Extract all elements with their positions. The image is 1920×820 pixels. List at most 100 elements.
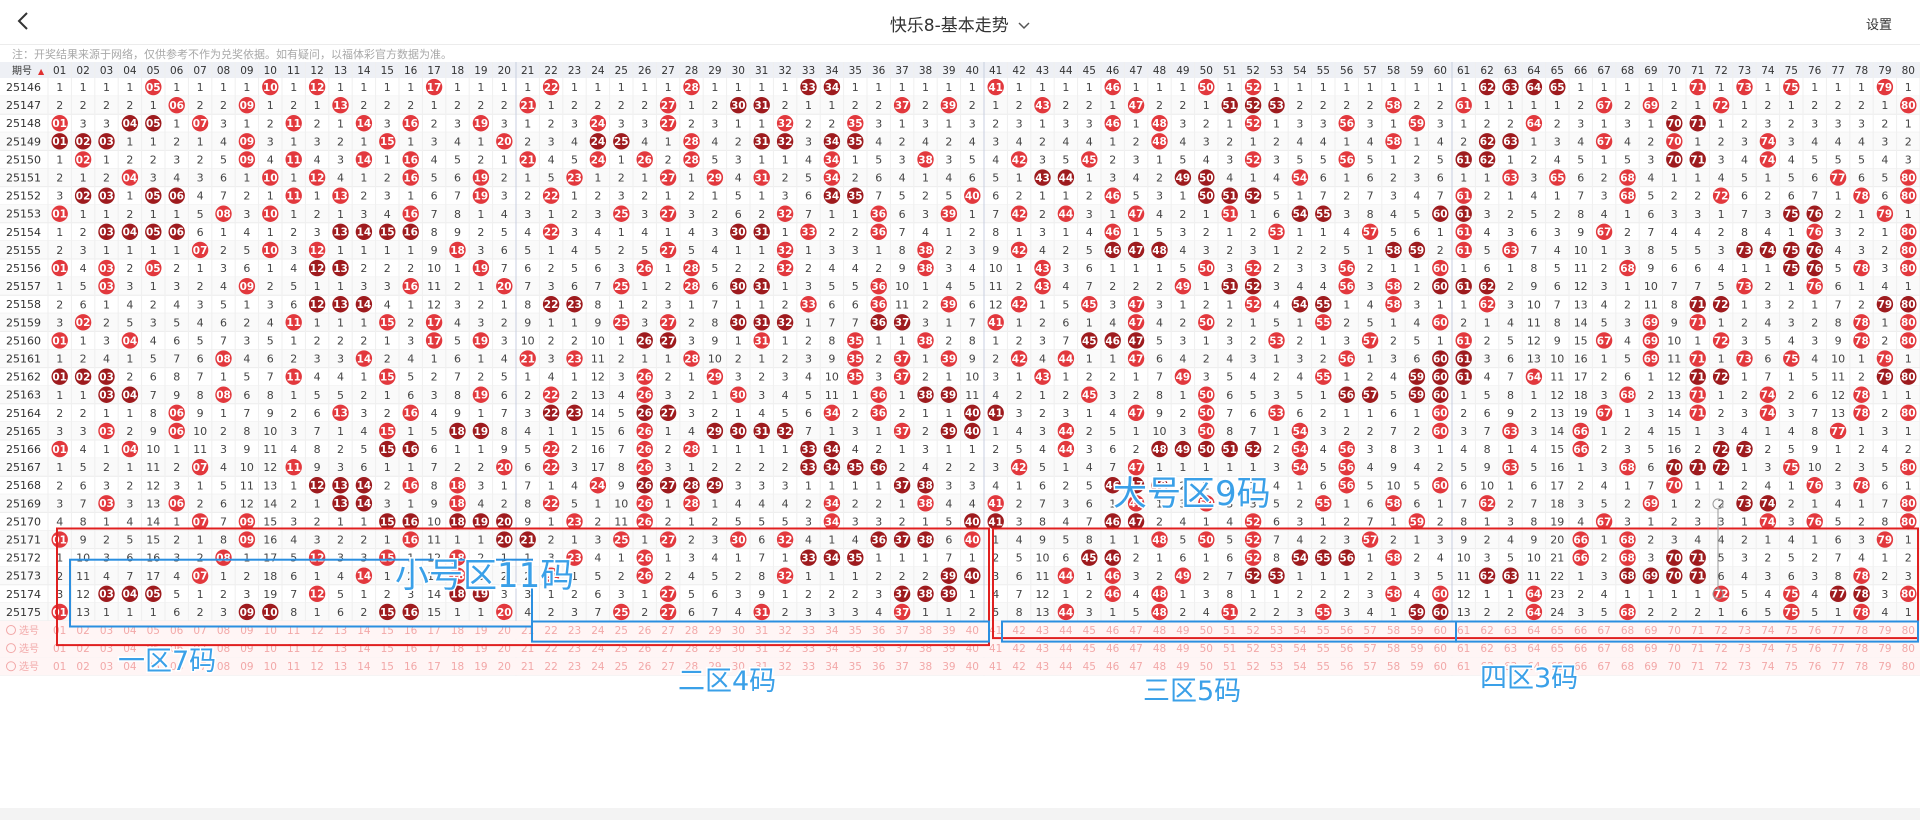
selection-cell[interactable]: 72 (1714, 643, 1727, 655)
selection-cell[interactable]: 71 (1691, 643, 1704, 655)
selection-cell[interactable]: 80 (1902, 643, 1915, 655)
selection-cell[interactable]: 57 (1363, 661, 1376, 673)
selection-cell[interactable]: 31 (755, 625, 768, 637)
selection-cell[interactable]: 73 (1738, 625, 1751, 637)
selection-cell[interactable]: 28 (685, 625, 698, 637)
selection-cell[interactable]: 71 (1691, 661, 1704, 673)
selection-cell[interactable]: 12 (310, 661, 323, 673)
selection-cell[interactable]: 27 (661, 661, 674, 673)
selection-cell[interactable]: 60 (1434, 625, 1447, 637)
selection-cell[interactable]: 13 (334, 661, 347, 673)
selection-cell[interactable]: 32 (778, 661, 791, 673)
selection-cell[interactable]: 39 (942, 661, 955, 673)
selection-cell[interactable]: 34 (825, 661, 839, 673)
selection-cell[interactable]: 74 (1761, 625, 1775, 637)
selection-cell[interactable]: 60 (1434, 661, 1447, 673)
selection-cell[interactable]: 52 (1246, 661, 1259, 673)
selection-cell[interactable]: 54 (1293, 643, 1307, 655)
selection-cell[interactable]: 69 (1644, 661, 1657, 673)
selection-cell[interactable]: 44 (1059, 625, 1073, 637)
selection-cell[interactable]: 78 (1855, 661, 1868, 673)
selection-cell[interactable]: 63 (1504, 643, 1517, 655)
selection-cell[interactable]: 76 (1808, 661, 1822, 673)
selection-cell[interactable]: 60 (1434, 643, 1447, 655)
selection-cell[interactable]: 41 (989, 661, 1002, 673)
back-arrow-icon[interactable] (12, 9, 36, 33)
selection-cell[interactable]: 46 (1106, 643, 1120, 655)
selection-cell[interactable]: 22 (544, 661, 557, 673)
selection-cell[interactable]: 64 (1527, 625, 1541, 637)
selection-cell[interactable]: 59 (1410, 643, 1423, 655)
selection-cell[interactable]: 56 (1340, 661, 1354, 673)
selection-cell[interactable]: 53 (1270, 661, 1283, 673)
selection-cell[interactable]: 01 (53, 625, 66, 637)
selection-cell[interactable]: 52 (1246, 643, 1259, 655)
selection-cell[interactable]: 61 (1457, 661, 1470, 673)
selection-cell[interactable]: 64 (1527, 643, 1541, 655)
selection-cell[interactable]: 62 (1480, 643, 1493, 655)
selection-cell[interactable]: 25 (615, 625, 628, 637)
selection-cell[interactable]: 72 (1714, 661, 1727, 673)
selection-cell[interactable]: 51 (1223, 625, 1236, 637)
selection-cell[interactable]: 77 (1831, 625, 1844, 637)
selection-cell[interactable]: 47 (1129, 661, 1142, 673)
selection-cell[interactable]: 32 (778, 625, 791, 637)
selection-cell[interactable]: 79 (1878, 661, 1891, 673)
selection-cell[interactable]: 73 (1738, 661, 1751, 673)
selection-cell[interactable]: 49 (1176, 661, 1189, 673)
selection-cell[interactable]: 70 (1668, 643, 1681, 655)
selection-cell[interactable]: 76 (1808, 643, 1822, 655)
selection-cell[interactable]: 19 (474, 661, 487, 673)
selection-cell[interactable]: 68 (1621, 661, 1634, 673)
selection-cell[interactable]: 23 (568, 625, 581, 637)
selection-cell[interactable]: 34 (825, 625, 839, 637)
selection-cell[interactable]: 67 (1597, 661, 1610, 673)
selection-cell[interactable]: 67 (1597, 625, 1610, 637)
selection-cell[interactable]: 56 (1340, 625, 1354, 637)
selection-cell[interactable]: 10 (264, 661, 277, 673)
selection-cell[interactable]: 11 (287, 661, 300, 673)
selection-row-label[interactable]: 选号 (19, 642, 39, 655)
selection-cell[interactable]: 45 (1083, 643, 1096, 655)
selection-cell[interactable]: 79 (1878, 643, 1891, 655)
selection-cell[interactable]: 76 (1808, 625, 1822, 637)
selection-cell[interactable]: 01 (53, 661, 66, 673)
selection-cell[interactable]: 39 (942, 625, 955, 637)
selection-cell[interactable]: 50 (1200, 661, 1213, 673)
selection-cell[interactable]: 57 (1363, 643, 1376, 655)
selection-cell[interactable]: 36 (872, 625, 886, 637)
selection-cell[interactable]: 54 (1293, 661, 1307, 673)
selection-cell[interactable]: 69 (1644, 643, 1657, 655)
selection-cell[interactable]: 62 (1480, 625, 1493, 637)
selection-cell[interactable]: 70 (1668, 625, 1681, 637)
selection-cell[interactable]: 58 (1387, 643, 1400, 655)
page-title[interactable]: 快乐8-基本走势 (0, 11, 1920, 36)
selection-cell[interactable]: 38 (919, 661, 932, 673)
settings-button[interactable]: 设置 (1865, 18, 1892, 33)
selection-cell[interactable]: 40 (966, 661, 979, 673)
selection-cell[interactable]: 77 (1831, 661, 1844, 673)
selection-cell[interactable]: 51 (1223, 661, 1236, 673)
selection-cell[interactable]: 59 (1410, 661, 1423, 673)
selection-cell[interactable]: 35 (849, 625, 862, 637)
selection-cell[interactable]: 41 (989, 643, 1002, 655)
selection-cell[interactable]: 33 (802, 625, 815, 637)
selection-cell[interactable]: 26 (638, 625, 652, 637)
selection-cell[interactable]: 50 (1200, 643, 1213, 655)
selection-cell[interactable]: 16 (404, 661, 418, 673)
selection-cell[interactable]: 29 (708, 625, 721, 637)
selection-cell[interactable]: 37 (895, 625, 908, 637)
selection-cell[interactable]: 66 (1574, 625, 1588, 637)
selection-cell[interactable]: 61 (1457, 643, 1470, 655)
selection-cell[interactable]: 42 (1012, 625, 1025, 637)
selection-cell[interactable]: 08 (217, 661, 230, 673)
selection-cell[interactable]: 02 (76, 661, 89, 673)
selection-cell[interactable]: 24 (591, 625, 605, 637)
selection-cell[interactable]: 70 (1668, 661, 1681, 673)
selection-cell[interactable]: 42 (1012, 661, 1025, 673)
selection-cell[interactable]: 74 (1761, 661, 1775, 673)
selection-cell[interactable]: 53 (1270, 625, 1283, 637)
selection-cell[interactable]: 66 (1574, 643, 1588, 655)
selection-cell[interactable]: 74 (1761, 643, 1775, 655)
selection-cell[interactable]: 63 (1504, 625, 1517, 637)
